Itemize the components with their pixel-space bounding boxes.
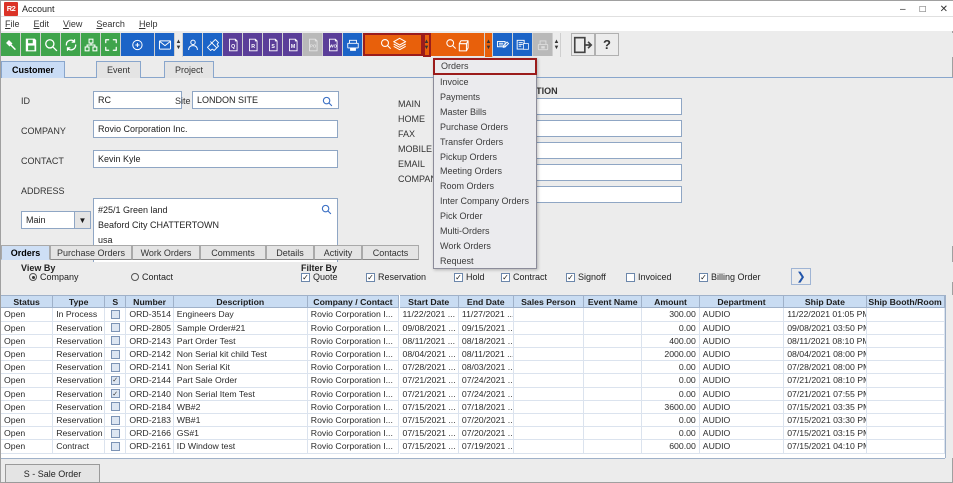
svg-text:Q: Q — [231, 43, 235, 49]
svg-text:PO: PO — [309, 43, 316, 48]
svg-text:R: R — [251, 43, 255, 49]
svg-text:S: S — [271, 43, 275, 49]
svg-text:WO: WO — [329, 43, 337, 48]
svg-text:M: M — [290, 43, 295, 49]
